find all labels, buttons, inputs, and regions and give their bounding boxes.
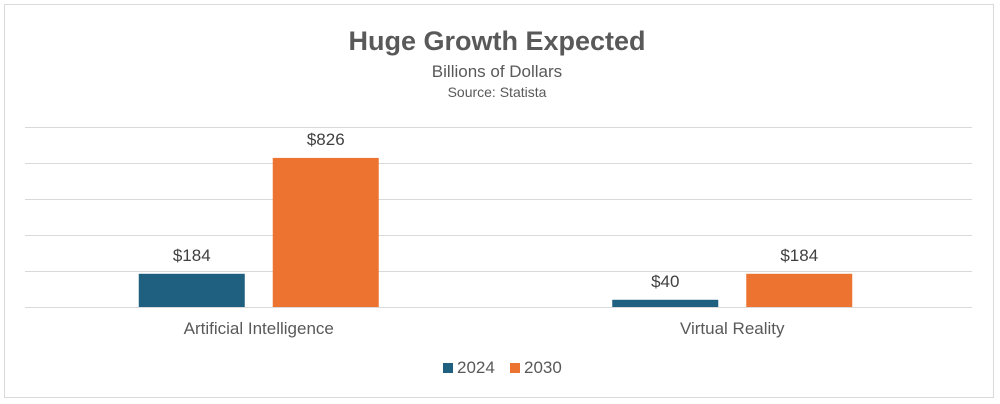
legend: 2024 2030 — [443, 358, 562, 377]
bars — [138, 157, 853, 307]
bar-2030-0 — [272, 157, 379, 307]
chart-title: Huge Growth Expected — [348, 26, 645, 56]
chart-source: Source: Statista — [448, 84, 547, 100]
category-label-1: Virtual Reality — [680, 319, 785, 338]
legend-swatch-2030 — [510, 363, 520, 373]
chart-frame — [4, 4, 994, 398]
legend-swatch-2024 — [443, 363, 453, 373]
bar-label-2030-1: $184 — [780, 246, 818, 265]
bar-2030-1 — [746, 273, 853, 307]
bar-labels: $184 $826 $40 $184 — [173, 130, 818, 291]
category-label-0: Artificial Intelligence — [184, 319, 334, 338]
bar-2024-0 — [138, 273, 245, 307]
legend-label-2030: 2030 — [524, 358, 562, 377]
bar-label-2030-0: $826 — [307, 130, 345, 149]
bar-2024-1 — [612, 299, 719, 307]
category-labels: Artificial Intelligence Virtual Reality — [184, 319, 785, 338]
legend-label-2024: 2024 — [457, 358, 495, 377]
gridlines — [25, 127, 972, 308]
bar-label-2024-0: $184 — [173, 246, 211, 265]
chart-subtitle: Billions of Dollars — [432, 62, 562, 81]
bar-label-2024-1: $40 — [651, 272, 679, 291]
